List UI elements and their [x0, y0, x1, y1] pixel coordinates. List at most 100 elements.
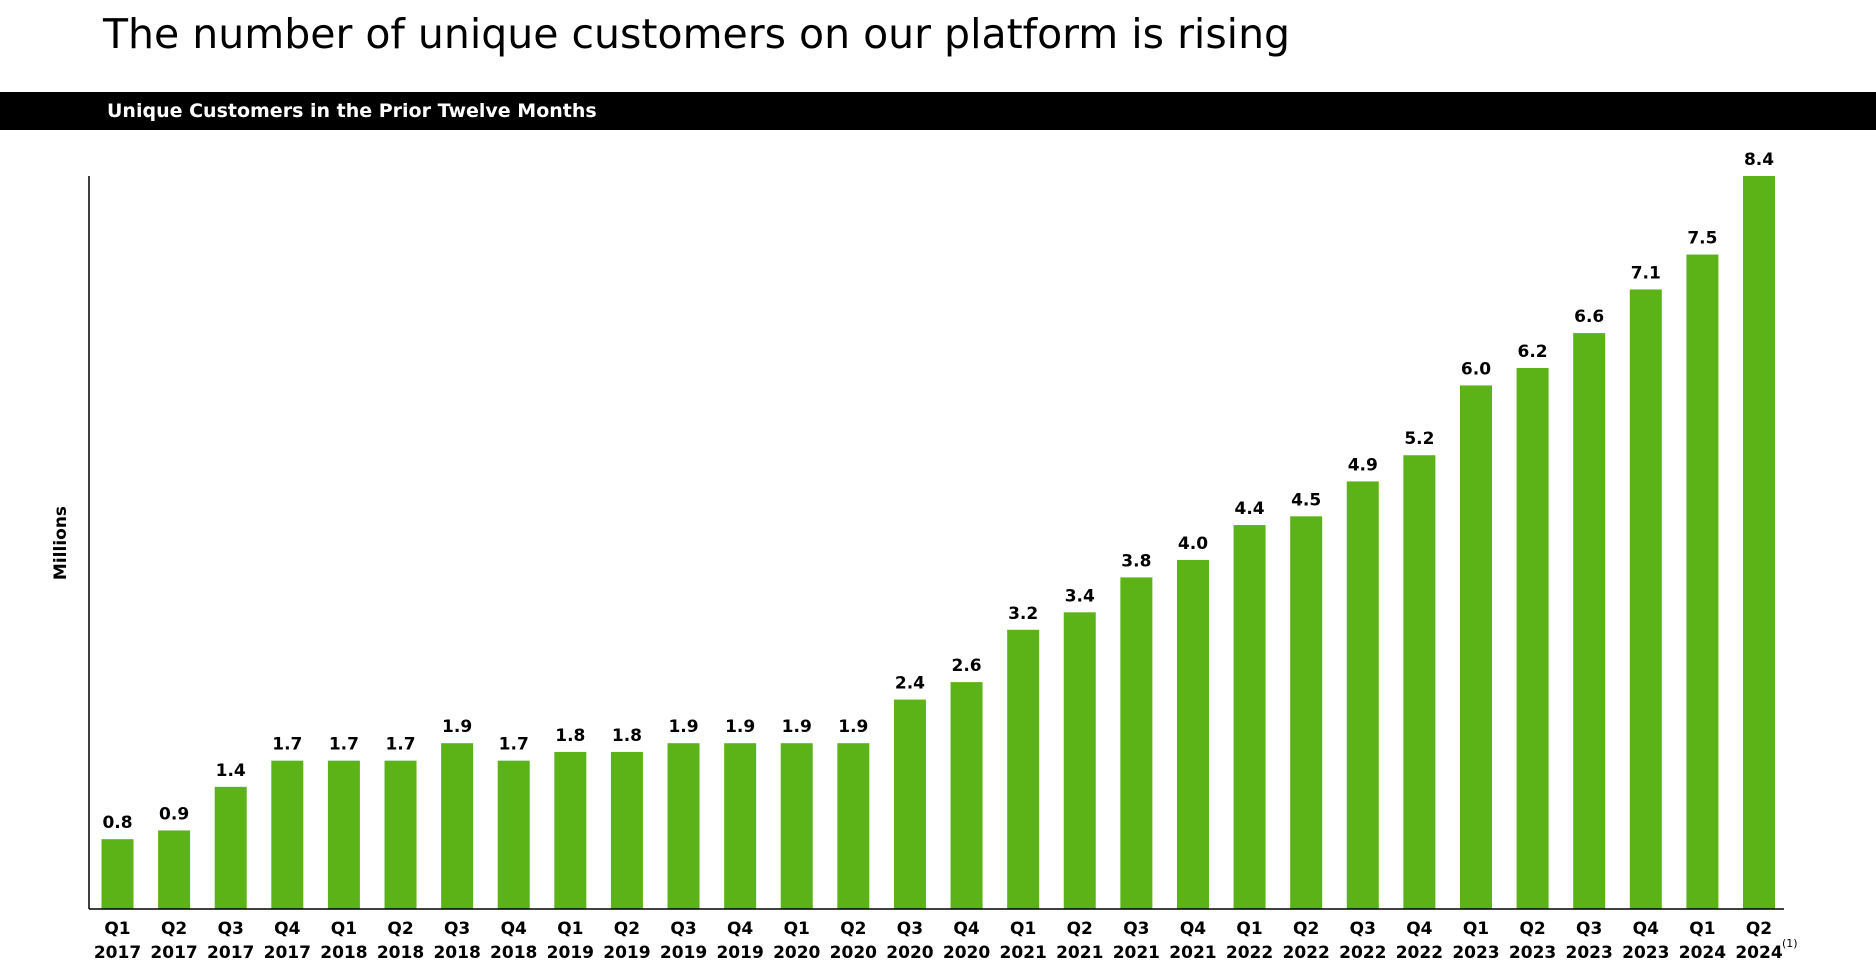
bar-value-label: 4.4 — [1235, 499, 1265, 519]
bar-value-label: 7.5 — [1687, 229, 1717, 249]
x-tick-label: Q3 2018 — [433, 919, 480, 963]
bar-value-label: 8.4 — [1744, 150, 1774, 170]
x-tick-label: Q4 2023 — [1622, 919, 1669, 963]
x-tick-quarter: Q2 — [840, 919, 866, 939]
x-tick-quarter: Q2 — [1746, 919, 1772, 939]
x-tick-label: Q4 2019 — [716, 919, 763, 963]
bar-value-label: 1.7 — [499, 735, 529, 755]
x-tick-year: 2023 — [1452, 943, 1499, 963]
value-labels-layer: 0.8 0.9 1.4 1.7 1.7 1.7 1.9 1.7 1.8 1.8 1.9 1.9 1.9 1… — [102, 150, 1774, 833]
bar-q4-2019 — [724, 743, 757, 909]
x-tick-label: Q4 2022 — [1396, 919, 1443, 963]
bar-q3-2022 — [1346, 481, 1379, 909]
bar-q2-2024 — [1743, 176, 1775, 909]
x-tick-quarter: Q3 — [218, 919, 244, 939]
bar-q1-2018 — [327, 760, 360, 909]
x-tick-label: Q3 2019 — [660, 919, 707, 963]
bar-q2-2021 — [1063, 612, 1096, 909]
x-tick-label: Q2 2017 — [150, 919, 197, 963]
x-tick-year: 2021 — [1169, 943, 1216, 963]
bars-layer — [101, 176, 1775, 910]
x-tick-quarter: Q2 — [387, 919, 413, 939]
x-tick-quarter: Q2 — [1519, 919, 1545, 939]
bar-value-label: 1.8 — [612, 726, 642, 746]
x-tick-label: Q2 2022 — [1283, 919, 1330, 963]
x-tick-year: 2021 — [1113, 943, 1160, 963]
x-tick-quarter: Q4 — [1633, 919, 1659, 939]
x-tick-quarter: Q2 — [161, 919, 187, 939]
bar-q2-2023 — [1516, 367, 1549, 910]
x-tick-label: Q2 2018 — [377, 919, 424, 963]
x-tick-quarter: Q2 — [1067, 919, 1093, 939]
bar-q2-2018 — [384, 760, 417, 909]
bar-value-label: 6.0 — [1461, 359, 1491, 379]
bar-value-label: 1.7 — [272, 735, 302, 755]
x-tick-year: 2017 — [207, 943, 254, 963]
x-tick-year: 2018 — [490, 943, 537, 963]
bar-q2-2020 — [837, 743, 870, 909]
x-tick-label: Q1 2018 — [320, 919, 367, 963]
x-tick-quarter: Q2 — [1293, 919, 1319, 939]
bar-q1-2021 — [1007, 629, 1040, 909]
x-tick-label: Q2 2020 — [830, 919, 877, 963]
x-tick-year: 2018 — [320, 943, 367, 963]
bar-value-label: 6.6 — [1574, 307, 1604, 327]
bar-q3-2020 — [893, 699, 926, 909]
x-tick-quarter: Q1 — [784, 919, 810, 939]
x-tick-quarter: Q1 — [1010, 919, 1036, 939]
x-tick-label: Q3 2022 — [1339, 919, 1386, 963]
bar-value-label: 1.9 — [725, 717, 755, 737]
x-tick-label: Q3 2023 — [1566, 919, 1613, 963]
x-tick-year: 2019 — [716, 943, 763, 963]
x-tick-year: 2020 — [943, 943, 990, 963]
bar-q1-2023 — [1459, 385, 1492, 909]
x-tick-quarter: Q1 — [1689, 919, 1715, 939]
x-tick-year: 2018 — [377, 943, 424, 963]
x-tick-quarter: Q2 — [614, 919, 640, 939]
x-tick-quarter: Q3 — [897, 919, 923, 939]
x-tick-quarter: Q3 — [1576, 919, 1602, 939]
x-tick-quarter: Q3 — [444, 919, 470, 939]
bar-value-label: 1.9 — [838, 717, 868, 737]
bar-q1-2024 — [1686, 254, 1719, 910]
x-tick-label: Q2 2024 — [1735, 919, 1782, 963]
x-tick-label: Q4 2020 — [943, 919, 990, 963]
x-tick-label: Q1 2021 — [999, 919, 1046, 963]
x-tick-year: 2020 — [773, 943, 820, 963]
bar-value-label: 1.8 — [555, 726, 585, 746]
bar-value-label: 2.6 — [951, 656, 981, 676]
bar-q4-2018 — [497, 760, 530, 909]
x-tick-year: 2019 — [660, 943, 707, 963]
page-title: The number of unique customers on our pl… — [103, 10, 1291, 58]
x-tick-label: Q2 2021 — [1056, 919, 1103, 963]
x-tick-label: Q1 2017 — [94, 919, 141, 963]
bar-q3-2021 — [1120, 577, 1153, 909]
bar-value-label: 1.7 — [329, 735, 359, 755]
x-tick-quarter: Q4 — [727, 919, 753, 939]
x-tick-label: Q1 2023 — [1452, 919, 1499, 963]
x-tick-quarter: Q4 — [1180, 919, 1206, 939]
bar-value-label: 6.2 — [1518, 342, 1548, 362]
x-tick-year: 2018 — [433, 943, 480, 963]
x-tick-year: 2021 — [1056, 943, 1103, 963]
x-tick-year: 2020 — [830, 943, 877, 963]
x-tick-label: Q1 2024 — [1679, 919, 1726, 963]
x-tick-label: Q2 2023 — [1509, 919, 1556, 963]
section-banner-title: Unique Customers in the Prior Twelve Mon… — [107, 100, 597, 122]
bar-value-label: 3.4 — [1065, 586, 1095, 606]
x-tick-label: Q4 2017 — [264, 919, 311, 963]
footnote-marker: (1) — [1782, 937, 1798, 950]
bar-q2-2017 — [158, 830, 191, 909]
x-tick-year: 2024 — [1679, 943, 1726, 963]
bar-value-label: 1.9 — [668, 717, 698, 737]
bar-q4-2022 — [1403, 455, 1436, 909]
x-tick-label: Q3 2017 — [207, 919, 254, 963]
x-tick-labels-layer: Q1 2017 Q2 2017 Q3 2017 Q4 2017 Q1 2018 Q2 2018 Q3 20… — [94, 919, 1783, 963]
bar-value-label: 5.2 — [1404, 429, 1434, 449]
x-tick-label: Q1 2020 — [773, 919, 820, 963]
x-tick-quarter: Q1 — [1236, 919, 1262, 939]
x-tick-year: 2019 — [603, 943, 650, 963]
x-tick-label: Q3 2021 — [1113, 919, 1160, 963]
bar-value-label: 4.9 — [1348, 455, 1378, 475]
